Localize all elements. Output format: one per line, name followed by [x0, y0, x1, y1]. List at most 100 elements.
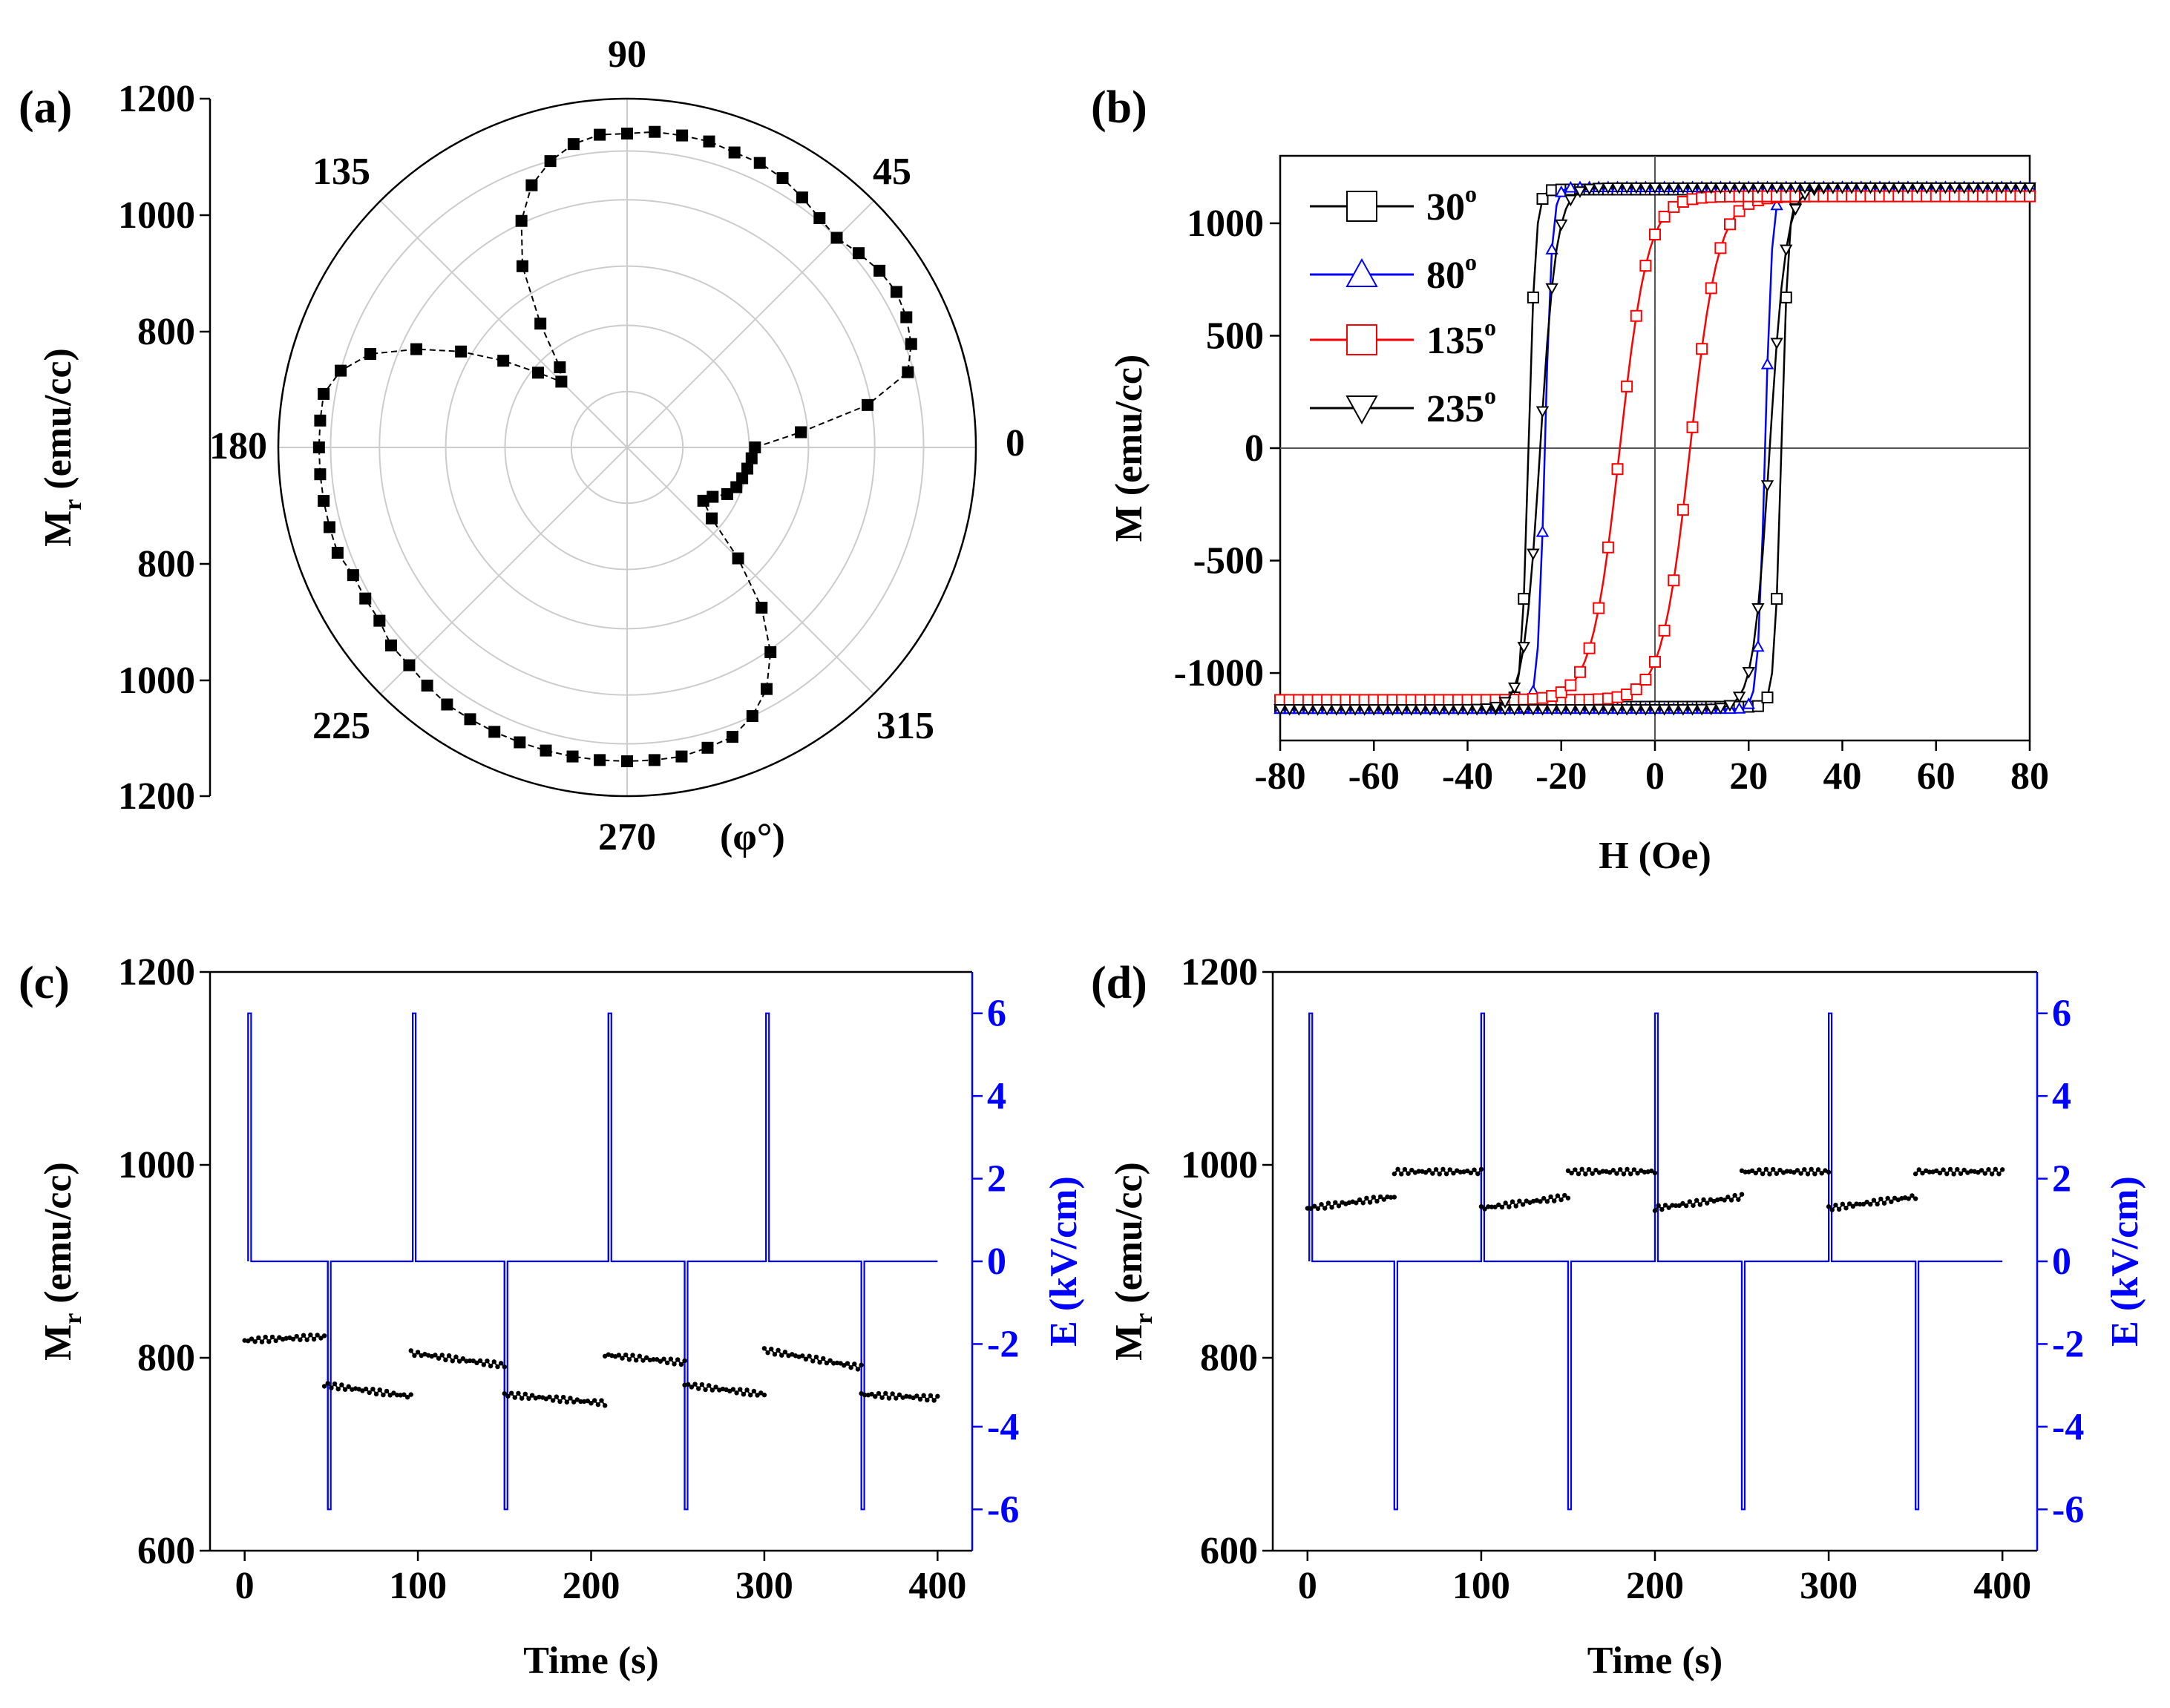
hysteresis-marker	[1685, 703, 1699, 716]
mr-data-point	[1864, 1199, 1869, 1205]
mr-data-point	[1794, 1168, 1800, 1173]
mr-data-point	[1753, 1170, 1758, 1176]
x-tick-label: 0	[235, 1565, 255, 1607]
y-tick-label: 600	[137, 1530, 195, 1572]
mr-data-point	[471, 1358, 476, 1364]
mr-data-point	[1739, 1192, 1745, 1197]
hysteresis-marker	[1976, 182, 1990, 194]
mr-data-point	[1961, 1167, 1967, 1173]
mr-data-point	[315, 1333, 320, 1338]
mr-data-point	[1621, 1172, 1627, 1177]
hysteresis-marker	[1910, 182, 1924, 194]
mr-data-point	[450, 1358, 455, 1364]
mr-data-point	[1607, 1170, 1613, 1175]
mr-data-point	[1649, 1168, 1654, 1174]
polar-data-point	[488, 726, 501, 738]
mr-data-point	[1617, 1166, 1623, 1172]
legend-label-value: 80	[1426, 254, 1465, 297]
mr-data-point	[1805, 1172, 1811, 1177]
mr-data-point	[1402, 1166, 1408, 1172]
angle-tick-label: 0	[1006, 422, 1025, 464]
mr-data-point	[1858, 1201, 1863, 1207]
hysteresis-marker	[1882, 182, 1896, 194]
hysteresis-marker	[1480, 703, 1493, 715]
mr-data-point	[713, 1385, 718, 1390]
mr-data-point	[1437, 1172, 1442, 1177]
hysteresis-marker	[1714, 703, 1728, 715]
hysteresis-marker	[1535, 406, 1550, 418]
x-tick-label: 300	[735, 1565, 793, 1607]
polar-data-point	[410, 343, 423, 355]
hysteresis-marker	[1573, 186, 1587, 198]
y-label-sub: r	[1130, 1313, 1158, 1324]
polar-data-point	[373, 614, 386, 627]
hysteresis-marker	[1817, 182, 1830, 194]
mr-data-point	[1478, 1166, 1484, 1172]
mr-data-point	[772, 1352, 778, 1357]
x-tick-label: 400	[1973, 1565, 2031, 1607]
hysteresis-marker	[1855, 182, 1868, 194]
mr-data-point	[1691, 1203, 1696, 1208]
mr-data-point	[821, 1356, 826, 1362]
hysteresis-marker	[1639, 703, 1653, 716]
mr-data-point	[707, 1383, 712, 1388]
mr-data-point	[1878, 1196, 1884, 1202]
hysteresis-marker	[1527, 291, 1539, 303]
hysteresis-marker	[1724, 218, 1736, 231]
mr-data-point	[817, 1359, 822, 1365]
polar-data-point	[749, 441, 761, 453]
hysteresis-marker	[1583, 642, 1596, 654]
mr-data-point	[616, 1353, 622, 1358]
polar-data-point	[830, 231, 843, 244]
mr-data-point	[703, 1387, 708, 1393]
mr-data-point	[1912, 1171, 1918, 1177]
mr-data-point	[595, 1402, 601, 1408]
mr-data-point	[1433, 1166, 1439, 1172]
mr-data-point	[1399, 1172, 1404, 1177]
mr-data-point	[335, 1386, 341, 1392]
mr-data-point	[1406, 1171, 1411, 1176]
y2-axis-label: E (kV/cm)	[2104, 1176, 2146, 1347]
mr-data-point	[329, 1385, 334, 1390]
mr-data-point	[1377, 1194, 1383, 1200]
mr-data-point	[557, 1399, 563, 1405]
mr-data-point	[845, 1361, 850, 1366]
hysteresis-marker	[1714, 242, 1727, 254]
mr-data-point	[408, 1392, 413, 1397]
y-axis-label: Mr (emu/cc)	[1108, 1162, 1158, 1361]
mr-data-point	[1979, 1168, 1984, 1173]
mr-data-point	[408, 1348, 413, 1353]
polar-data-point	[514, 736, 526, 749]
hysteresis-marker	[1985, 182, 1999, 194]
mr-data-point	[738, 1387, 743, 1392]
hysteresis-marker	[1639, 260, 1652, 272]
mr-data-point	[1558, 1197, 1564, 1203]
mr-data-point	[391, 1390, 396, 1396]
mr-data-point	[1683, 1203, 1689, 1209]
polar-data-point	[421, 680, 433, 692]
hysteresis-marker	[1592, 183, 1605, 195]
mr-data-point	[769, 1346, 774, 1352]
y-label-main: M	[37, 510, 79, 547]
x-axis-label: Time (s)	[523, 1640, 658, 1682]
mr-data-point	[578, 1399, 583, 1405]
angle-tick-label: 180	[209, 425, 267, 467]
angle-tick-label: 270	[598, 816, 656, 858]
hysteresis-marker	[1948, 182, 1961, 194]
y2-tick-label: -2	[987, 1323, 1019, 1365]
y-tick-label: 1000	[118, 1144, 195, 1186]
mr-data-point	[332, 1381, 338, 1387]
hysteresis-marker	[1582, 703, 1596, 716]
mr-data-point	[1354, 1200, 1359, 1206]
mr-data-point	[602, 1403, 608, 1408]
mr-data-point	[640, 1358, 646, 1363]
y-axis-label: Mr (emu/cc)	[37, 1162, 87, 1361]
mr-data-point	[1409, 1167, 1415, 1173]
polar-data-point	[905, 338, 917, 350]
mr-data-point	[377, 1387, 382, 1393]
hysteresis-marker	[1892, 182, 1905, 194]
mr-data-point	[1840, 1201, 1846, 1207]
y-tick-label: -500	[1193, 540, 1264, 582]
mr-data-point	[1583, 1172, 1588, 1177]
mr-data-point	[373, 1391, 379, 1397]
